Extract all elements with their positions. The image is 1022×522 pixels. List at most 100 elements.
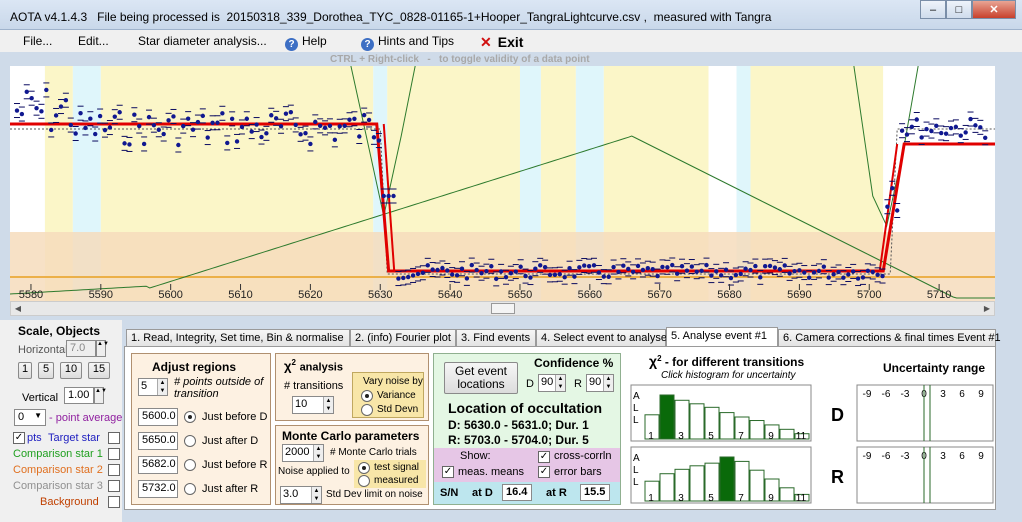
data-point [792,268,797,274]
tab-analyse-event[interactable]: 5. Analyse event #1 [666,327,778,347]
horizontal-value[interactable]: 7.0 [66,340,96,357]
menu-star-diameter[interactable]: Star diameter analysis... [138,34,267,48]
background-checkbox[interactable] [108,496,120,508]
meas-means-checkbox[interactable]: ✓ [442,466,454,478]
data-point [220,111,225,116]
tab-fourier[interactable]: 2. (info) Fourier plot [350,329,456,347]
minimize-button[interactable]: – [920,0,946,19]
data-point [503,275,509,280]
scroll-thumb[interactable] [491,303,515,314]
step-15-button[interactable]: 15 [88,362,110,379]
d-histogram-bar [734,416,750,440]
get-event-locations-button[interactable]: Get event locations [444,362,518,394]
data-point [58,104,64,109]
region-before-d-value[interactable]: 5600.0 [138,408,178,426]
data-point [557,272,562,277]
region-after-r-value[interactable]: 5732.0 [138,480,178,498]
transitions-spinner[interactable]: 10 ▲ ▼ [292,396,334,414]
region-before-d-radio[interactable] [184,411,196,423]
close-button[interactable]: ✕ [972,0,1016,19]
target-star-checkbox[interactable] [108,432,120,444]
data-point [137,123,142,129]
r-histogram-bin-label: 7 [738,493,744,504]
d-histogram-bar [659,394,675,440]
region-after-d-label: Just after D [202,435,259,447]
uncertainty-ranges[interactable]: -9-6-30369-9-6-30369 [855,381,995,505]
maximize-button[interactable]: □ [946,0,972,19]
step-10-button[interactable]: 10 [60,362,82,379]
sd-limit-spinner[interactable]: 3.0 ▲ ▼ [280,486,322,504]
measured-radio[interactable] [358,475,370,487]
background-label: Background [40,496,99,508]
trials-spinner[interactable]: 2000 ▲ ▼ [282,444,324,462]
data-point [777,267,783,272]
region-before-r-radio[interactable] [184,459,196,471]
scroll-left-icon[interactable]: ◀ [14,304,22,313]
monte-carlo-title: Monte Carlo parameters [282,429,420,443]
r-histogram-bar [779,487,795,502]
menu-edit[interactable]: Edit... [78,34,109,48]
confidence-r-spinner[interactable]: 90 ▲ ▼ [586,374,614,392]
pts-checkbox[interactable]: ✓ [13,432,25,444]
std-devn-radio[interactable] [361,404,373,416]
tab-select-event[interactable]: 4. Select event to analyse [536,329,667,347]
confidence-d-spinner[interactable]: 90 ▲ ▼ [538,374,566,392]
chart-scrollbar[interactable]: ◀ ▶ [10,301,995,316]
region-after-d-value[interactable]: 5650.0 [138,432,178,450]
scroll-right-icon[interactable]: ▶ [983,304,991,313]
trials-value: 2000 [285,446,310,458]
tab-read[interactable]: 1. Read, Integrity, Set time, Bin & norm… [126,329,350,347]
point-average-select[interactable]: 0 ▼ [14,409,46,426]
data-point [723,267,729,272]
vertical-value[interactable]: 1.00 [64,387,94,404]
test-signal-radio[interactable] [358,462,370,474]
data-point [308,141,313,147]
x-tick-label: 5590 [89,289,113,301]
step-1-button[interactable]: 1 [18,362,32,379]
comp2-checkbox[interactable] [108,464,120,476]
tab-find-events[interactable]: 3. Find events [456,329,536,347]
data-point [445,268,450,273]
points-outside-spinner[interactable]: 5 ▲ ▼ [138,378,168,396]
d-location-line: D: 5630.0 - 5631.0; Dur. 1 [448,418,589,432]
comp3-checkbox[interactable] [108,480,120,492]
error-bars-checkbox[interactable]: ✓ [538,466,550,478]
data-point [953,124,959,130]
data-point [469,262,474,268]
data-point [870,269,875,275]
x-tick-label: 5620 [298,289,322,301]
step-5-button[interactable]: 5 [38,362,54,379]
data-point [283,111,289,116]
variance-radio[interactable] [361,390,373,402]
region-before-r-value[interactable]: 5682.0 [138,456,178,474]
vertical-spinner-icon[interactable]: ▲▼ [94,387,107,404]
transitions-value: 10 [295,398,308,410]
r-histogram-all-label: L [633,465,639,476]
comp1-checkbox[interactable] [108,448,120,460]
menu-hints[interactable]: ? Hints and Tips [361,34,454,51]
data-point [479,271,484,276]
tab-camera-corrections[interactable]: 6. Camera corrections & final times Even… [778,329,1001,347]
light-curve-chart[interactable]: 5580 5590 5600 5610 5620 5630 5640 5650 5660 5670… [10,66,995,301]
test-signal-label: test signal [374,462,420,473]
menu-help[interactable]: ? Help [285,34,327,51]
cross-corrln-checkbox[interactable]: ✓ [538,451,550,463]
data-point [185,116,191,121]
confidence-d-label: D [526,378,534,390]
uncertainty-tick-label: 3 [940,389,946,400]
data-point [743,266,748,271]
light-curve-svg[interactable]: 5580 5590 5600 5610 5620 5630 5640 5650 5660 5670… [10,66,995,301]
data-point [313,119,318,125]
region-after-r-radio[interactable] [184,483,196,495]
data-point [386,193,391,199]
r-histogram-bar [644,480,660,502]
menu-file[interactable]: File... [23,34,53,48]
data-point [630,269,636,275]
menu-exit[interactable]: ✕ Exit [480,34,523,51]
horizontal-spinner-icon[interactable]: ▲▼ [96,340,109,357]
region-after-d-radio[interactable] [184,435,196,447]
data-point [361,112,367,118]
data-point [78,110,83,116]
r-location-line: R: 5703.0 - 5704.0; Dur. 5 [448,433,589,447]
